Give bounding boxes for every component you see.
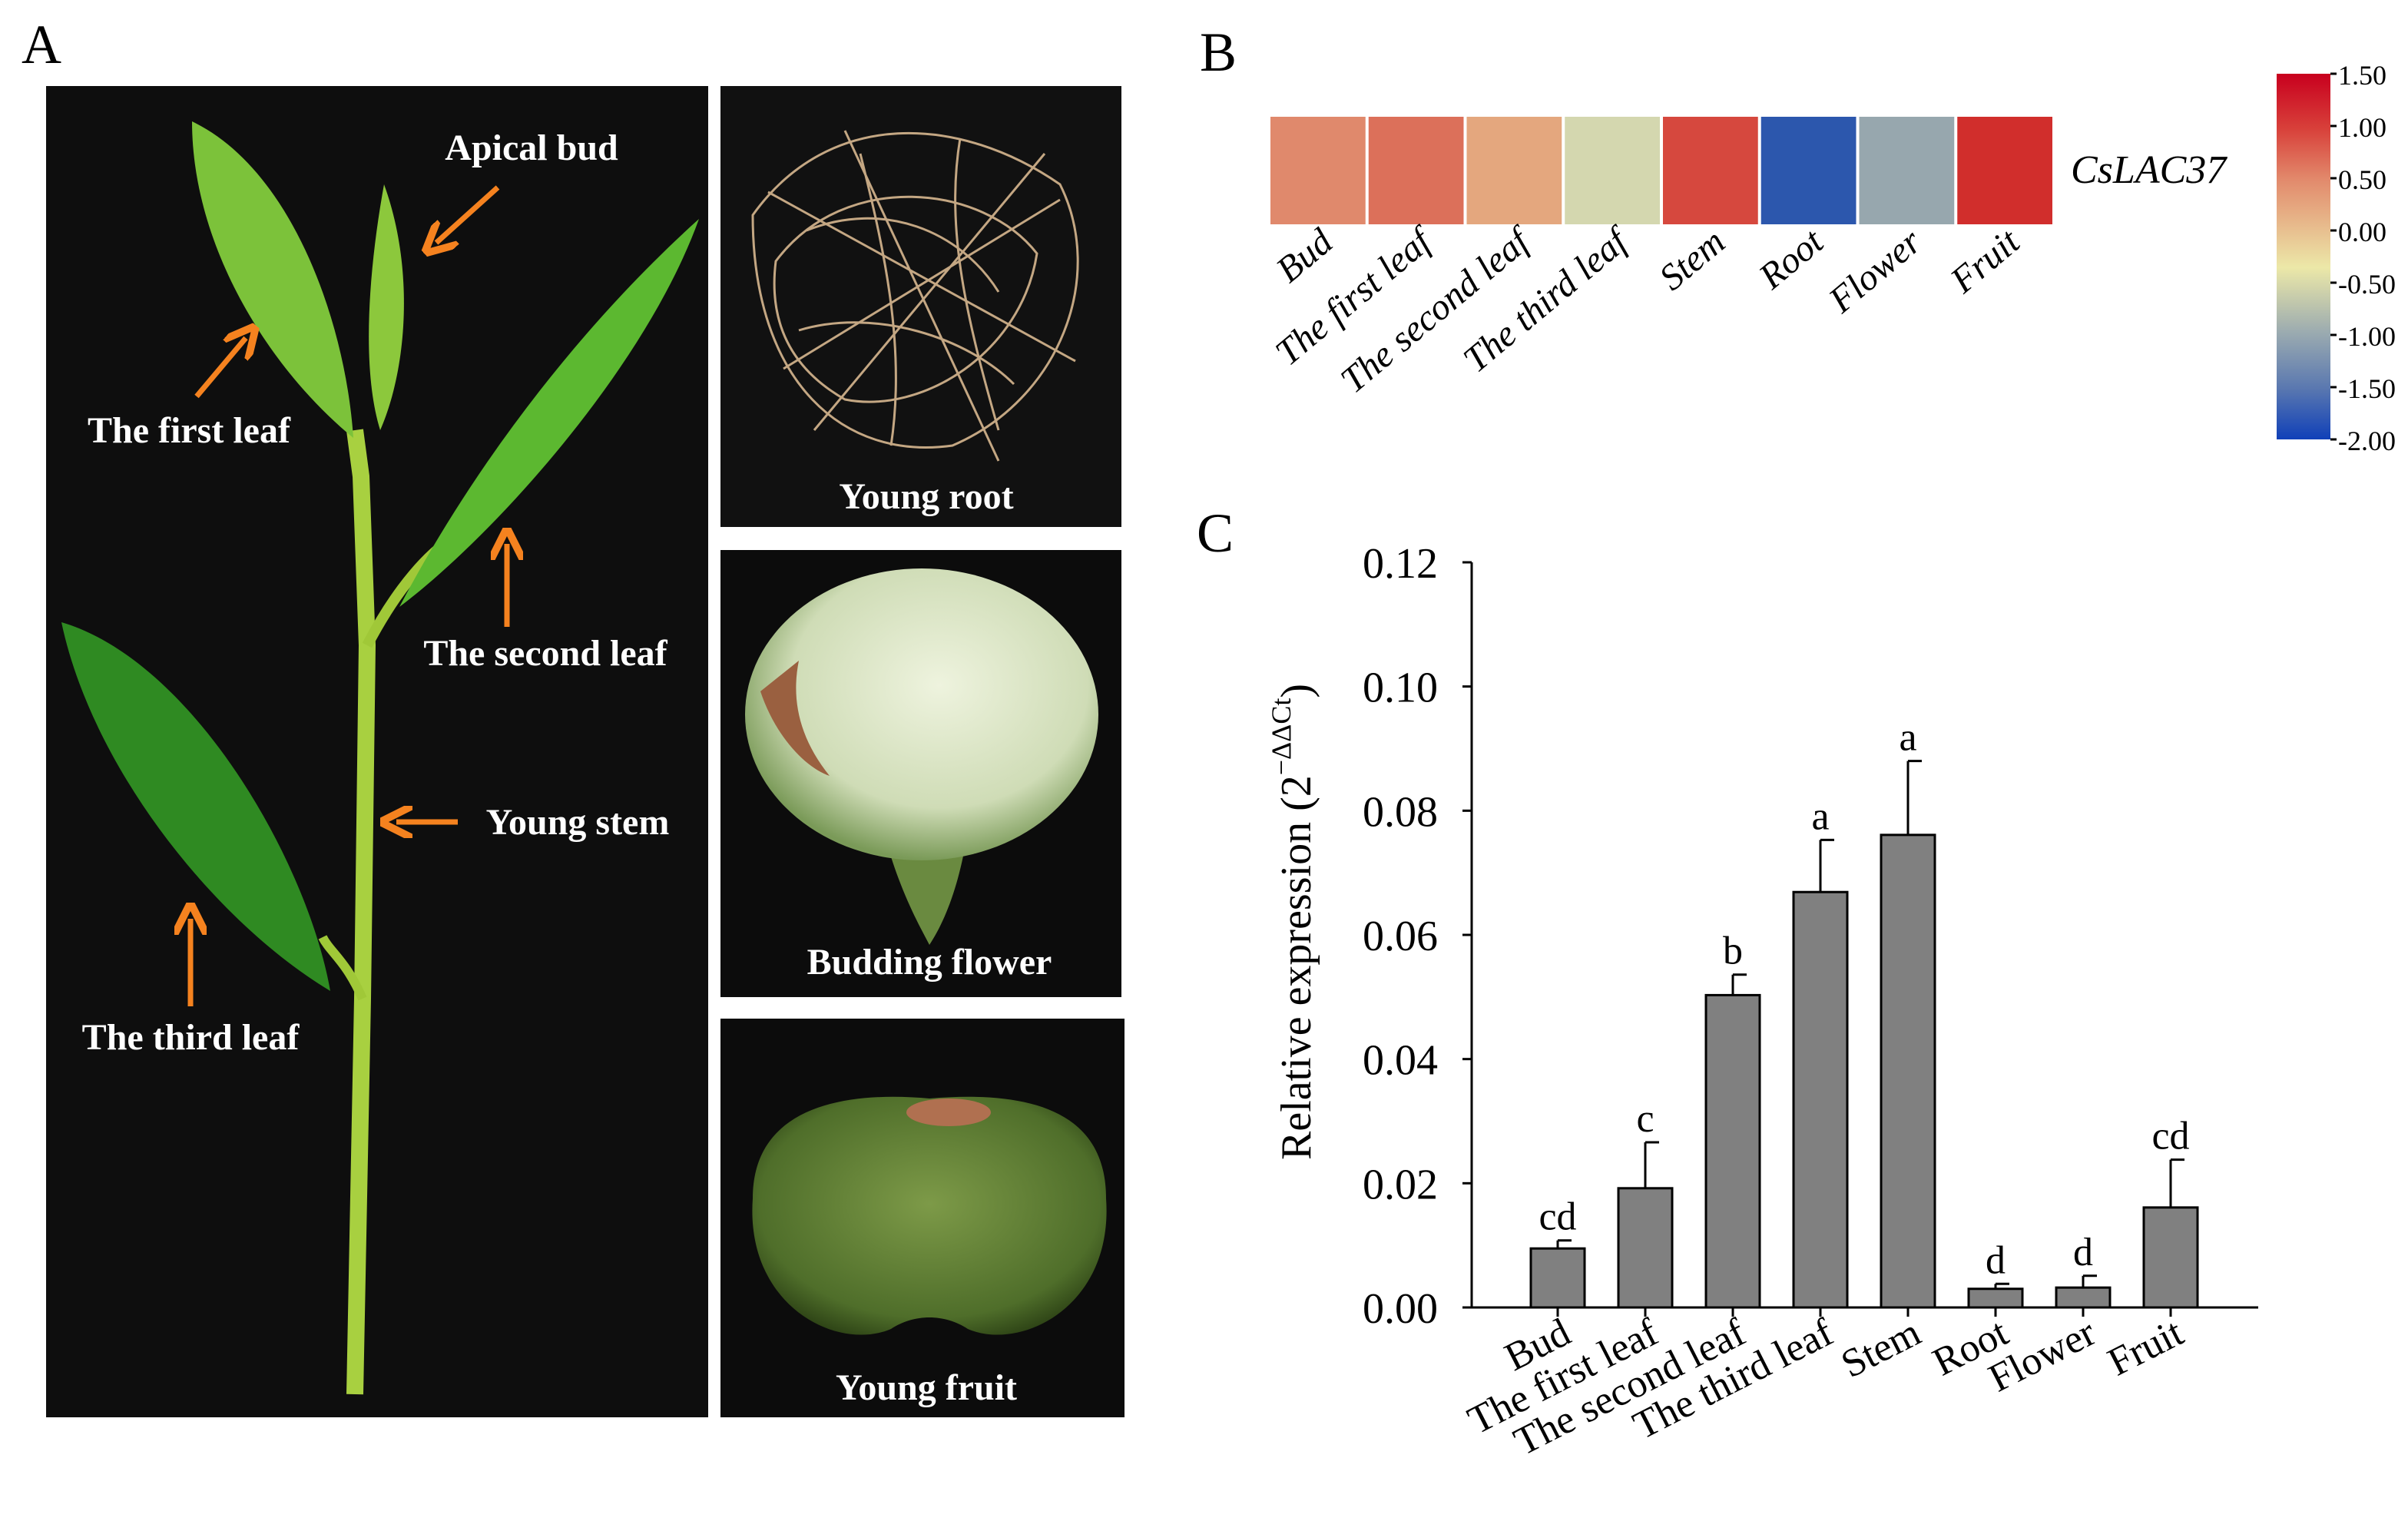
- label-apical-bud: Apical bud: [445, 128, 618, 168]
- apical-bud: [369, 184, 404, 430]
- heatmap-cell: [1565, 117, 1660, 224]
- significance-label: cd: [1539, 1195, 1576, 1239]
- colorbar-tick-label: 0.50: [2338, 164, 2386, 195]
- colorbar-tick-label: -0.50: [2338, 269, 2396, 300]
- y-tick-label: 0.02: [1363, 1161, 1438, 1208]
- bar: [1967, 1287, 2024, 1309]
- heatmap-x-label: Stem: [1651, 221, 1733, 299]
- label-young-root: Young root: [839, 476, 1013, 517]
- y-axis-label: Relative expression (2−ΔΔCt): [1266, 684, 1320, 1160]
- heatmap-cell: [1270, 117, 1366, 224]
- y-tick-label: 0.04: [1363, 1037, 1438, 1085]
- significance-label: d: [1986, 1238, 2006, 1282]
- label-third-leaf: The third leaf: [82, 1017, 300, 1058]
- y-tick-label: 0.00: [1363, 1285, 1438, 1333]
- heatmap-x-label: Fruit: [1943, 220, 2029, 302]
- label-budding-flower: Budding flower: [807, 942, 1052, 983]
- panel-label-a: A: [22, 14, 61, 75]
- bar: [1617, 1187, 1674, 1309]
- colorbar-tick-label: -1.50: [2338, 373, 2396, 404]
- heatmap-x-label: Bud: [1269, 220, 1341, 290]
- bar: [1880, 833, 1936, 1309]
- bar: [1704, 993, 1761, 1309]
- label-young-fruit: Young fruit: [836, 1367, 1017, 1408]
- panel-label-b: B: [1200, 22, 1237, 83]
- heatmap-cell: [1760, 117, 1857, 224]
- colorbar-tick-label: -2.00: [2338, 426, 2396, 456]
- colorbar: 1.50 1.00 0.50 0.00 -0.50 -1.00 -1.50 -2.00: [2277, 60, 2396, 456]
- significance-label: d: [2073, 1231, 2093, 1274]
- significance-label: b: [1723, 930, 1743, 973]
- first-leaf: [192, 121, 353, 438]
- colorbar-tick-label: -1.00: [2338, 321, 2396, 352]
- y-tick-label: 0.08: [1363, 788, 1438, 836]
- label-first-leaf: The first leaf: [88, 410, 291, 451]
- heatmap-row-label: CsLAC37: [2071, 148, 2227, 192]
- significance-label: a: [1811, 794, 1829, 838]
- second-leaf: [399, 219, 699, 607]
- stem: [346, 429, 376, 1395]
- y-tick-label: 0.12: [1363, 540, 1438, 588]
- y-tick-label: 0.10: [1363, 664, 1438, 712]
- label-second-leaf: The second leaf: [423, 633, 667, 674]
- colorbar-tick-label: 1.50: [2338, 60, 2386, 91]
- heatmap-x-label: Root: [1751, 220, 1832, 298]
- budding-flower-photo: Budding flower: [720, 550, 1121, 997]
- label-young-stem: Young stem: [486, 802, 670, 843]
- panel-label-c: C: [1197, 502, 1234, 564]
- colorbar-tick-label: 0.00: [2338, 217, 2386, 247]
- bar: [2142, 1206, 2199, 1309]
- colorbar-tick-label: 1.00: [2338, 112, 2386, 143]
- significance-label: c: [1636, 1097, 1654, 1141]
- significance-label: a: [1899, 716, 1916, 760]
- x-tick-label: Stem: [1834, 1311, 1927, 1387]
- significance-label: cd: [2151, 1115, 2189, 1158]
- tea-shoot-photo: Apical bud The first leaf The second lea…: [46, 86, 708, 1417]
- bar: [1529, 1247, 1586, 1309]
- heatmap-x-label: The third leaf: [1456, 218, 1638, 380]
- young-fruit-photo: Young fruit: [720, 1019, 1125, 1417]
- heatmap-cell: [1957, 117, 2052, 224]
- heatmap-cell: [1368, 117, 1464, 224]
- young-root-photo: Young root: [720, 86, 1121, 527]
- y-tick-label: 0.06: [1363, 913, 1438, 960]
- x-tick-label: Fruit: [2101, 1311, 2190, 1385]
- heatmap-cell: [1466, 117, 1562, 224]
- heatmap-x-label: Flower: [1820, 221, 1929, 322]
- bar: [1792, 890, 1849, 1309]
- heatmap-cell: [1859, 117, 1955, 224]
- heatmap-cell: [1663, 117, 1758, 224]
- bar: [2055, 1286, 2112, 1309]
- third-leaf: [61, 622, 330, 991]
